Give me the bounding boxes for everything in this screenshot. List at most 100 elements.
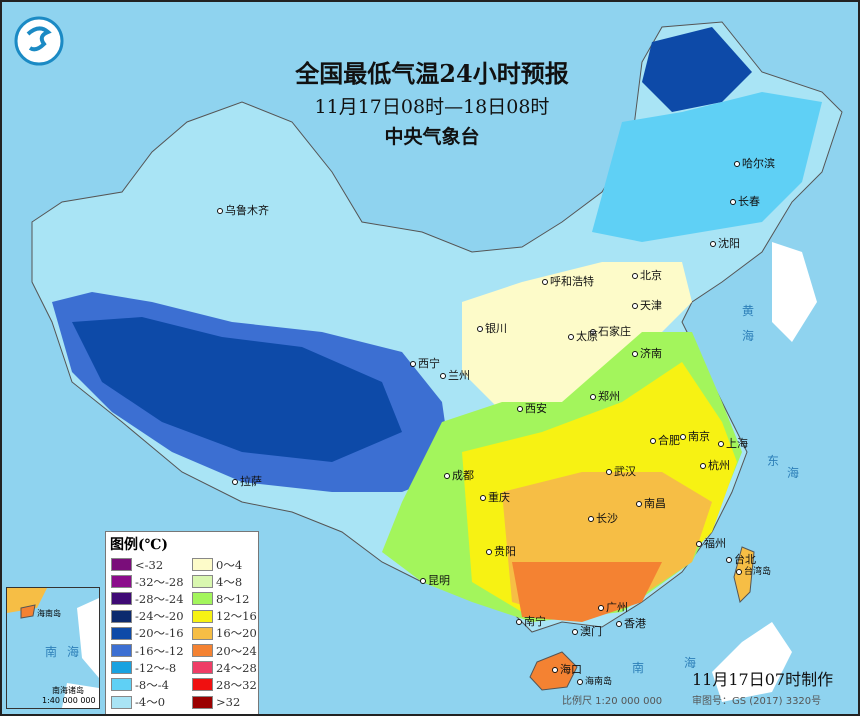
legend-label: 12～16: [216, 609, 257, 624]
legend-label: -12～-8: [135, 660, 177, 675]
legend-item: 24～28: [192, 659, 257, 676]
legend-item: >32: [192, 694, 257, 711]
legend-item: -24～-20: [111, 608, 184, 625]
legend-item: -28～-24: [111, 590, 184, 607]
legend-swatch: [111, 575, 132, 589]
legend-swatch: [111, 678, 132, 692]
legend-item: -32～-28: [111, 573, 184, 590]
legend-label: 0～4: [216, 557, 243, 572]
city-label: 杭州: [700, 457, 730, 473]
legend-label: -28～-24: [135, 591, 184, 606]
sea-label: 南: [632, 661, 645, 675]
legend-swatch: [111, 558, 132, 572]
legend-label: -4～0: [135, 695, 166, 710]
legend-label: 24～28: [216, 660, 257, 675]
inset-label: 海: [67, 645, 80, 659]
legend-label: -20～-16: [135, 626, 184, 641]
city-label: 澳门: [572, 623, 602, 639]
legend-swatch: [111, 609, 132, 623]
sea-label: 东: [767, 454, 780, 468]
legend-item: -8～-4: [111, 676, 184, 693]
city-label: 南京: [680, 428, 710, 444]
legend-item: <-32: [111, 556, 184, 573]
city-label: 乌鲁木齐: [217, 202, 269, 218]
legend-item: -12～-8: [111, 659, 184, 676]
city-label: 重庆: [480, 489, 510, 505]
legend-swatch: [192, 558, 213, 572]
inset-label: 海南岛: [37, 609, 61, 618]
sea-label: 海: [742, 329, 755, 343]
legend-swatch: [192, 609, 213, 623]
legend-swatch: [111, 592, 132, 606]
city-label: 太原: [568, 328, 598, 344]
city-label: 贵阳: [486, 543, 516, 559]
sea-label: 海: [787, 466, 800, 480]
zone-northeast: [592, 92, 822, 242]
city-label: 沈阳: [710, 235, 740, 251]
legend-swatch: [192, 661, 213, 675]
city-label: 福州: [696, 535, 726, 551]
legend-item: -20～-16: [111, 625, 184, 642]
city-label: 合肥: [650, 432, 680, 448]
island-label: 台湾岛: [736, 564, 771, 577]
legend-item: -4～0: [111, 694, 184, 711]
legend-label: -32～-28: [135, 574, 184, 589]
legend-swatch: [192, 626, 213, 640]
legend-label: 16～20: [216, 626, 257, 641]
city-label: 长沙: [588, 510, 618, 526]
city-label: 上海: [718, 435, 748, 451]
legend-label: -24～-20: [135, 609, 184, 624]
legend-item: 12～16: [192, 608, 257, 625]
legend-item: 4～8: [192, 573, 257, 590]
city-label: 哈尔滨: [734, 155, 775, 171]
legend-swatch: [111, 644, 132, 658]
zone-minus24: [72, 317, 402, 462]
inset-scale: 1:40 000 000: [42, 696, 96, 705]
city-label: 西宁: [410, 355, 440, 371]
city-label: 西安: [517, 400, 547, 416]
city-label: 台北: [726, 551, 756, 567]
map-issuer: 中央气象台: [384, 126, 480, 148]
legend-swatch: [192, 575, 213, 589]
city-label: 南昌: [636, 495, 666, 511]
city-label: 海口: [552, 661, 582, 677]
legend-title: 图例(℃): [110, 537, 169, 553]
legend-swatch: [192, 678, 213, 692]
map-scale: 比例尺 1:20 000 000: [562, 696, 663, 707]
korea-japan: [712, 242, 817, 702]
city-label: 广州: [598, 599, 628, 615]
city-label: 北京: [632, 267, 662, 283]
city-label: 银川: [477, 320, 507, 336]
city-label: 郑州: [590, 388, 620, 404]
inset-label: 南海诸岛: [52, 686, 84, 695]
production-time: 11月17日07时制作: [692, 670, 834, 689]
city-label: 兰州: [440, 367, 470, 383]
legend-item: 8～12: [192, 590, 257, 607]
island-label: 海南岛: [577, 674, 612, 687]
legend-label: <-32: [135, 557, 164, 572]
legend: 图例(℃) <-32 -32～-28 -28～-24 -24～-20 -20～-16 -1…: [105, 531, 259, 714]
inset-label: 南: [45, 645, 58, 659]
zone-northeast-cold: [642, 27, 752, 112]
legend-label: 4～8: [216, 574, 243, 589]
legend-item: -16～-12: [111, 642, 184, 659]
city-label: 天津: [632, 297, 662, 313]
map-subtitle: 11月17日08时—18日08时: [314, 96, 550, 118]
legend-item: 20～24: [192, 642, 257, 659]
city-label: 长春: [730, 193, 760, 209]
legend-swatch: [192, 644, 213, 658]
legend-swatch: [192, 695, 213, 709]
legend-label: -8～-4: [135, 677, 169, 692]
legend-item: 28～32: [192, 676, 257, 693]
legend-label: 28～32: [216, 677, 257, 692]
legend-swatch: [111, 695, 132, 709]
south-china-sea-inset: 海南岛 南 海 南海诸岛 1:40 000 000: [6, 587, 100, 709]
city-label: 香港: [616, 615, 646, 631]
city-label: 呼和浩特: [542, 273, 594, 289]
legend-swatch: [111, 626, 132, 640]
city-label: 南宁: [516, 613, 546, 629]
sea-label: 黄: [742, 304, 755, 318]
map-title: 全国最低气温24小时预报: [295, 59, 569, 88]
city-label: 济南: [632, 345, 662, 361]
